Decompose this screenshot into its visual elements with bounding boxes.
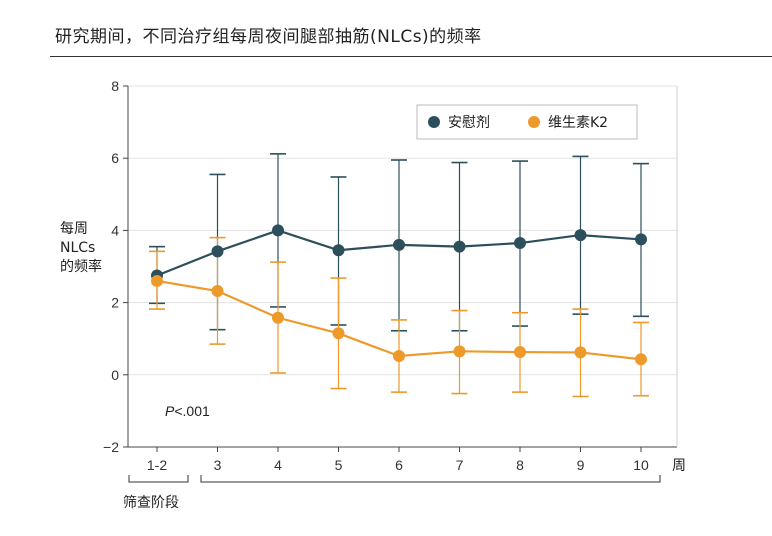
y-tick-label: 6	[111, 150, 119, 166]
legend: 安慰剂 维生素K2	[416, 104, 638, 140]
x-tick-label: 8	[516, 457, 524, 473]
legend-box	[416, 104, 638, 140]
y-axis-label-line: NLCs	[60, 240, 95, 256]
x-tick-label: 7	[456, 457, 464, 473]
legend-label: 维生素K2	[548, 115, 608, 131]
y-axis-label-line: 的频率	[60, 258, 102, 275]
series-line-group	[151, 274, 647, 366]
data-point	[574, 229, 587, 242]
p-value: <.001	[174, 403, 210, 419]
data-point	[393, 350, 405, 363]
legend-marker	[428, 116, 440, 128]
data-point	[635, 353, 647, 366]
data-point	[211, 285, 224, 298]
y-tick-label: 4	[111, 222, 119, 238]
data-point	[332, 327, 345, 340]
y-tick-label: 0	[111, 367, 119, 383]
series-line-group	[151, 224, 647, 282]
series-layer	[149, 153, 649, 398]
data-point	[453, 345, 466, 358]
title-divider	[50, 56, 772, 57]
x-axis-unit-label: 周	[672, 458, 686, 474]
data-point	[635, 233, 647, 246]
x-tick-label: 3	[214, 457, 222, 473]
axes	[123, 85, 678, 483]
data-point	[574, 346, 587, 359]
y-tick-label: 8	[111, 78, 119, 94]
x-tick-label: 10	[633, 457, 649, 473]
x-tick-label: 9	[577, 457, 585, 473]
data-point	[272, 311, 284, 324]
data-point	[514, 346, 526, 359]
grid-lines	[128, 85, 677, 376]
data-point	[272, 224, 284, 237]
y-tick-label: −2	[103, 439, 119, 455]
data-point	[211, 245, 224, 258]
treatment-phase-bracket	[200, 475, 661, 483]
screening-phase-bracket	[128, 475, 189, 483]
chart-title: 研究期间，不同治疗组每周夜间腿部抽筋(NLCs)的频率	[55, 27, 482, 47]
screening-phase-label: 筛查阶段	[123, 495, 179, 511]
legend-label: 安慰剂	[448, 114, 490, 131]
y-axis-label-line: 每周	[60, 221, 88, 237]
y-tick-label: 2	[111, 295, 119, 311]
x-tick-label: 4	[274, 457, 282, 473]
data-point	[453, 240, 466, 253]
x-tick-label: 5	[335, 457, 343, 473]
data-point	[332, 244, 345, 257]
x-tick-label: 6	[395, 457, 403, 473]
x-tick-label: 1-2	[147, 457, 167, 473]
p-value-annotation: P<.001	[165, 403, 210, 419]
data-point	[514, 237, 526, 250]
legend-marker	[528, 116, 540, 128]
data-point	[151, 274, 163, 287]
p-symbol: P	[165, 403, 175, 419]
data-point	[393, 238, 405, 251]
